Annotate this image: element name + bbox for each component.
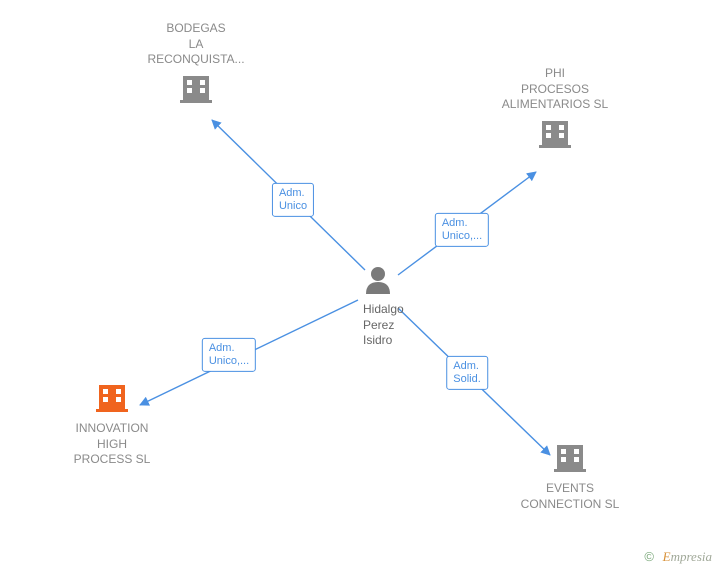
node-label-text: EVENTS CONNECTION SL: [521, 481, 620, 511]
brand-name: Empresia: [663, 549, 712, 564]
node-label-text: BODEGAS LA RECONQUISTA...: [147, 21, 244, 66]
copyright-symbol: ©: [644, 549, 654, 564]
edge-label: Adm. Unico: [272, 183, 314, 217]
company-node-label: EVENTS CONNECTION SL: [521, 481, 620, 512]
center-node-label: Hidalgo Perez Isidro: [363, 302, 404, 349]
nodes-icons: [96, 76, 586, 472]
brand-watermark: © Empresia: [644, 549, 712, 565]
edge-label: Adm. Unico,...: [202, 338, 256, 372]
building-icon: [539, 121, 571, 148]
edge-label: Adm. Unico,...: [435, 213, 489, 247]
company-node-label: INNOVATION HIGH PROCESS SL: [74, 421, 151, 468]
edges-group: [140, 120, 550, 455]
edge-label: Adm. Solid.: [446, 356, 488, 390]
building-icon: [96, 385, 128, 412]
company-node-label: BODEGAS LA RECONQUISTA...: [147, 21, 244, 68]
node-label-text: PHI PROCESOS ALIMENTARIOS SL: [502, 66, 608, 111]
node-label-text: INNOVATION HIGH PROCESS SL: [74, 421, 151, 466]
person-icon: [366, 267, 390, 294]
building-icon: [554, 445, 586, 472]
company-node-label: PHI PROCESOS ALIMENTARIOS SL: [502, 66, 608, 113]
center-person: [366, 267, 390, 294]
building-icon: [180, 76, 212, 103]
